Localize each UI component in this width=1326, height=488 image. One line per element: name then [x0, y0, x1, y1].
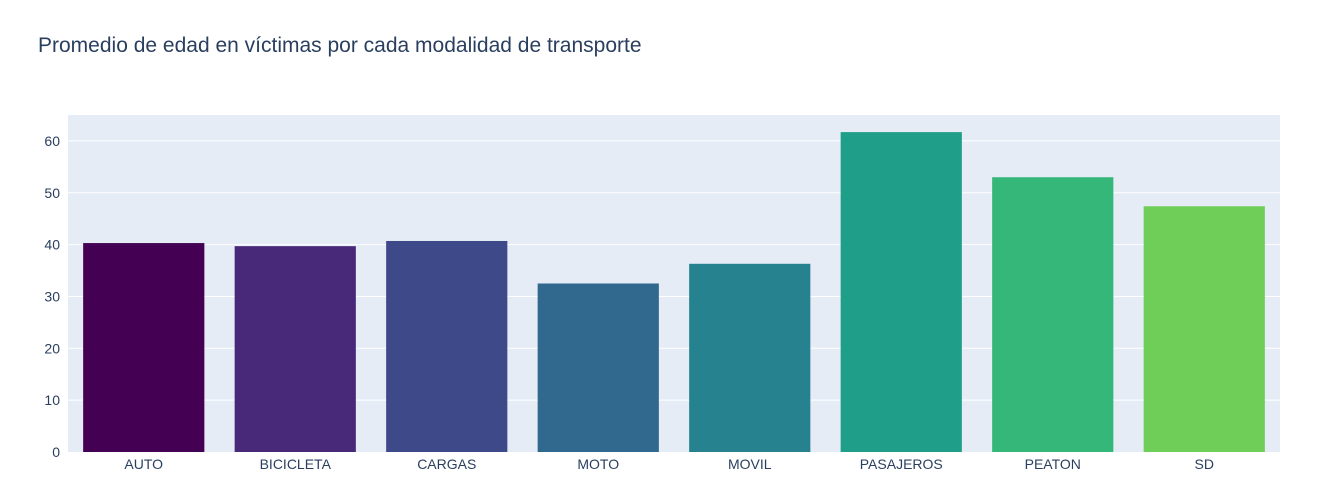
bar-movil: [689, 263, 811, 452]
x-axis-ticks: AUTO BICICLETA CARGAS MOTO MOVIL PASAJEROS PEA…: [124, 456, 1214, 472]
x-tick-label: PASAJEROS: [860, 456, 943, 472]
bars: [83, 132, 1265, 452]
y-tick-label: 0: [52, 444, 60, 460]
x-tick-label: CARGAS: [417, 456, 476, 472]
bar-auto: [83, 243, 205, 452]
bar-peaton: [992, 177, 1114, 452]
y-axis-ticks: 0 10 20 30 40 50 60: [44, 133, 60, 460]
bar-bicicleta: [234, 246, 356, 452]
x-tick-label: SD: [1195, 456, 1214, 472]
x-tick-label: BICICLETA: [260, 456, 332, 472]
y-tick-label: 40: [44, 237, 60, 253]
y-tick-label: 10: [44, 392, 60, 408]
y-tick-label: 20: [44, 340, 60, 356]
bar-pasajeros: [840, 132, 962, 452]
bar-cargas: [386, 240, 508, 452]
x-tick-label: MOTO: [577, 456, 619, 472]
y-tick-label: 30: [44, 288, 60, 304]
x-tick-label: AUTO: [124, 456, 163, 472]
x-tick-label: PEATON: [1025, 456, 1081, 472]
y-tick-label: 60: [44, 133, 60, 149]
chart-title: Promedio de edad en víctimas por cada mo…: [38, 34, 642, 57]
bar-sd: [1143, 206, 1265, 452]
bar-moto: [537, 283, 659, 452]
x-tick-label: MOVIL: [728, 456, 772, 472]
y-tick-label: 50: [44, 185, 60, 201]
